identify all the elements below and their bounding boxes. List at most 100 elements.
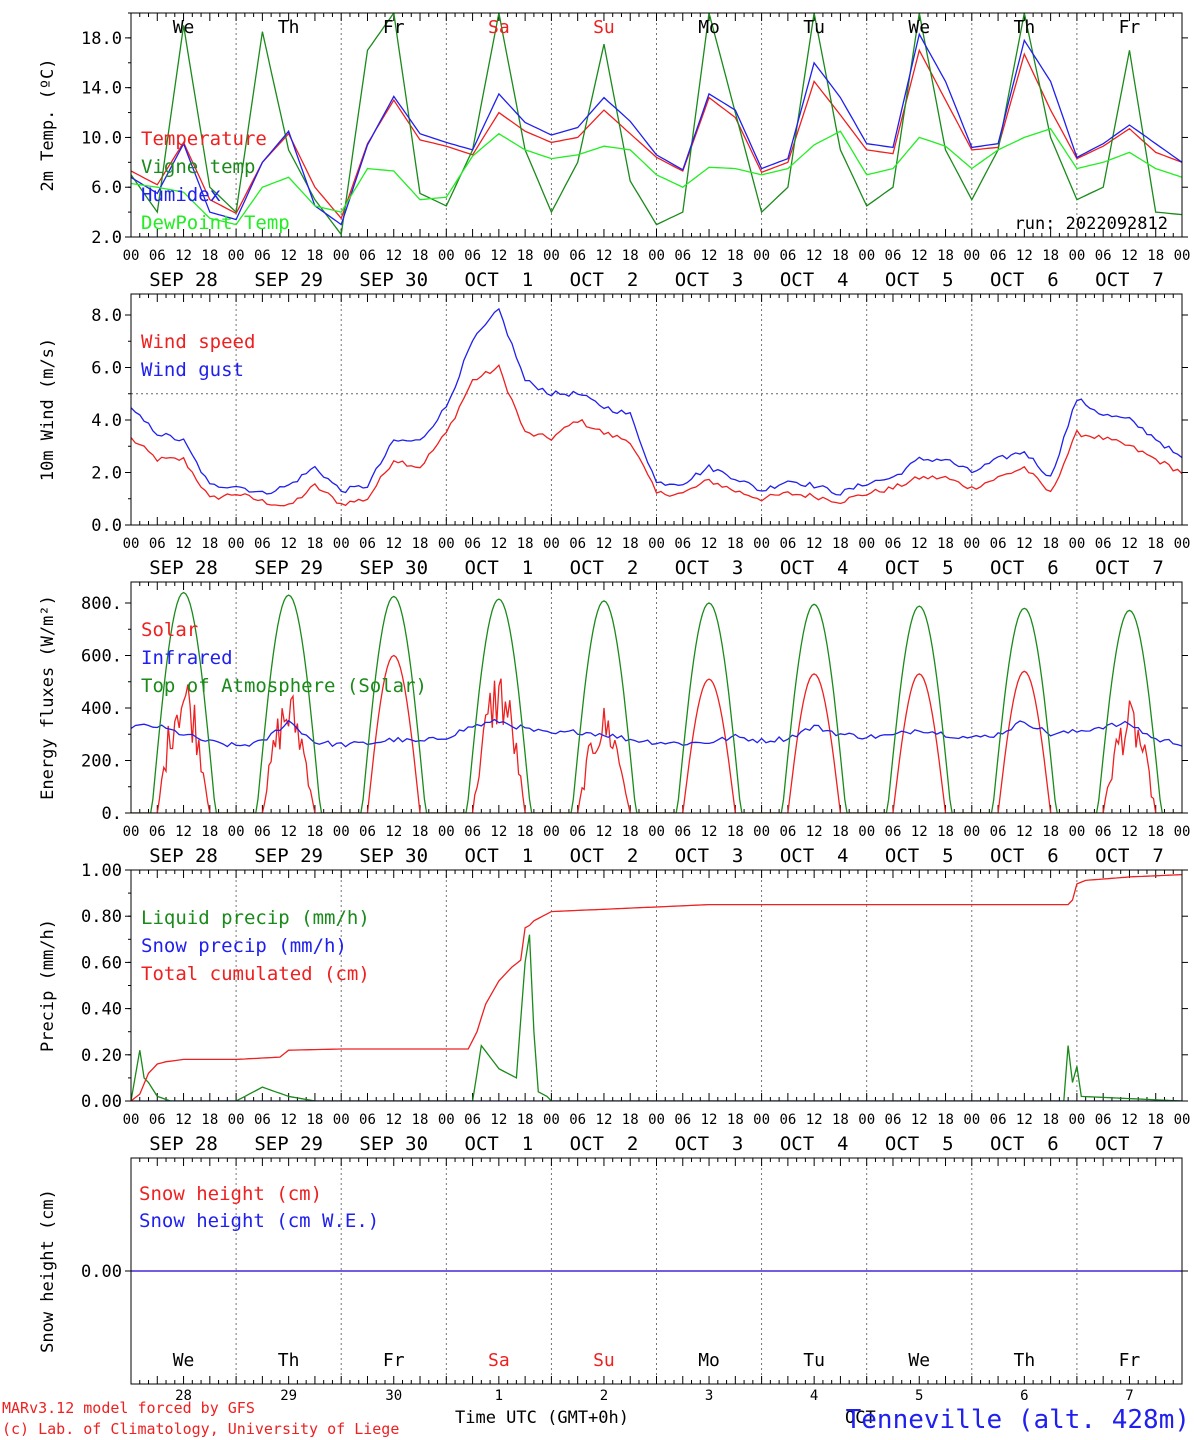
hour-label: 00 xyxy=(228,248,245,264)
y-tick-label: 0.80 xyxy=(81,907,122,927)
hour-label: 18 xyxy=(622,248,639,264)
hour-label: 06 xyxy=(569,1112,586,1128)
hour-label: 00 xyxy=(438,248,455,264)
date-label: OCT 4 xyxy=(780,845,849,867)
hour-label: 12 xyxy=(490,248,507,264)
hour-label: 00 xyxy=(963,824,980,840)
y-axis-label: Snow height (cm) xyxy=(38,1189,58,1353)
hour-label: 12 xyxy=(490,824,507,840)
weekday-label: Th xyxy=(278,1350,300,1371)
hour-label: 06 xyxy=(990,536,1007,552)
date-label: OCT 2 xyxy=(570,557,639,579)
series-line-liquid-precip-mm-h xyxy=(131,934,1182,1101)
hour-label: 18 xyxy=(937,1112,954,1128)
hour-label: 00 xyxy=(753,248,770,264)
series-line-wind-speed xyxy=(131,364,1182,507)
series-line-wind-gust xyxy=(131,307,1182,496)
hour-label: 12 xyxy=(490,536,507,552)
y-tick-label: 0. xyxy=(102,804,122,824)
y-tick-label: 0.20 xyxy=(81,1046,122,1066)
weekday-label: Th xyxy=(1014,17,1036,38)
hour-label: 00 xyxy=(123,536,140,552)
series-group xyxy=(131,307,1182,507)
hour-label: 00 xyxy=(753,1112,770,1128)
legend-entry: Temperature xyxy=(141,128,267,150)
series-line-infrared xyxy=(131,718,1182,748)
panel-frame xyxy=(130,12,1183,238)
hour-label: 18 xyxy=(412,248,429,264)
hour-label: 18 xyxy=(1147,536,1164,552)
legend-entry: DewPoint Temp xyxy=(141,212,290,234)
date-label: SEP 30 xyxy=(359,1133,428,1155)
date-label: SEP 28 xyxy=(149,845,218,867)
panel-frame xyxy=(130,869,1183,1102)
y-tick-label: 0.00 xyxy=(81,1262,122,1282)
hour-label: 06 xyxy=(359,824,376,840)
hour-label: 06 xyxy=(674,248,691,264)
hour-label: 00 xyxy=(228,1112,245,1128)
hour-label: 12 xyxy=(385,248,402,264)
date-label: OCT 3 xyxy=(675,845,744,867)
y-tick-label: 2.0 xyxy=(91,464,122,484)
hour-label: 06 xyxy=(464,536,481,552)
hour-label: 18 xyxy=(727,536,744,552)
hour-label: 06 xyxy=(990,824,1007,840)
hour-label: 00 xyxy=(1174,248,1191,264)
hour-label: 12 xyxy=(175,248,192,264)
hour-label: 12 xyxy=(1121,248,1138,264)
station-title: Tenneville (alt. 428m) xyxy=(846,1405,1190,1435)
hour-label: 00 xyxy=(543,1112,560,1128)
hour-label: 12 xyxy=(911,536,928,552)
hour-label: 00 xyxy=(543,536,560,552)
y-axis-label: Energy fluxes (W/m²) xyxy=(38,595,58,800)
weekday-label: We xyxy=(173,1350,195,1371)
hour-label: 06 xyxy=(779,1112,796,1128)
hour-label: 18 xyxy=(517,248,534,264)
hour-label: 12 xyxy=(385,536,402,552)
date-label: SEP 28 xyxy=(149,1133,218,1155)
hour-label: 12 xyxy=(596,248,613,264)
date-label: OCT 1 xyxy=(465,845,534,867)
hour-label: 12 xyxy=(911,824,928,840)
hour-label: 18 xyxy=(1147,824,1164,840)
hour-label: 06 xyxy=(990,248,1007,264)
date-label: OCT 7 xyxy=(1095,845,1164,867)
hour-label: 12 xyxy=(1121,536,1138,552)
y-tick-label: 0.40 xyxy=(81,1000,122,1020)
hour-label: 06 xyxy=(885,536,902,552)
hour-label: 00 xyxy=(123,824,140,840)
hour-label: 12 xyxy=(280,1112,297,1128)
credit-model: MARv3.12 model forced by GFS xyxy=(2,1399,255,1417)
series-group xyxy=(131,591,1182,813)
hour-label: 06 xyxy=(674,824,691,840)
hour-label: 18 xyxy=(306,824,323,840)
hour-label: 00 xyxy=(333,248,350,264)
hour-label: 06 xyxy=(885,1112,902,1128)
hour-label: 18 xyxy=(1042,824,1059,840)
date-label: OCT 7 xyxy=(1095,269,1164,291)
day-number-label: 29 xyxy=(280,1388,297,1404)
y-tick-label: 10.0 xyxy=(81,128,122,148)
hour-label: 18 xyxy=(306,1112,323,1128)
hour-label: 00 xyxy=(1174,536,1191,552)
legend-entry: Vigne temp xyxy=(141,156,255,178)
date-label: OCT 1 xyxy=(465,269,534,291)
hour-label: 12 xyxy=(596,1112,613,1128)
hour-label: 18 xyxy=(306,248,323,264)
hour-label: 00 xyxy=(543,824,560,840)
hour-label: 18 xyxy=(1147,248,1164,264)
date-label: SEP 29 xyxy=(254,845,323,867)
hour-label: 00 xyxy=(228,536,245,552)
hour-label: 06 xyxy=(464,1112,481,1128)
hour-label: 18 xyxy=(517,536,534,552)
hour-label: 18 xyxy=(1042,248,1059,264)
hour-label: 06 xyxy=(254,824,271,840)
date-label: OCT 4 xyxy=(780,1133,849,1155)
hour-label: 12 xyxy=(701,248,718,264)
panel-frame xyxy=(130,293,1183,526)
hour-label: 00 xyxy=(1174,824,1191,840)
legend-entry: Total cumulated (cm) xyxy=(141,963,370,985)
weekday-label: Th xyxy=(1014,1350,1036,1371)
date-label: SEP 30 xyxy=(359,845,428,867)
